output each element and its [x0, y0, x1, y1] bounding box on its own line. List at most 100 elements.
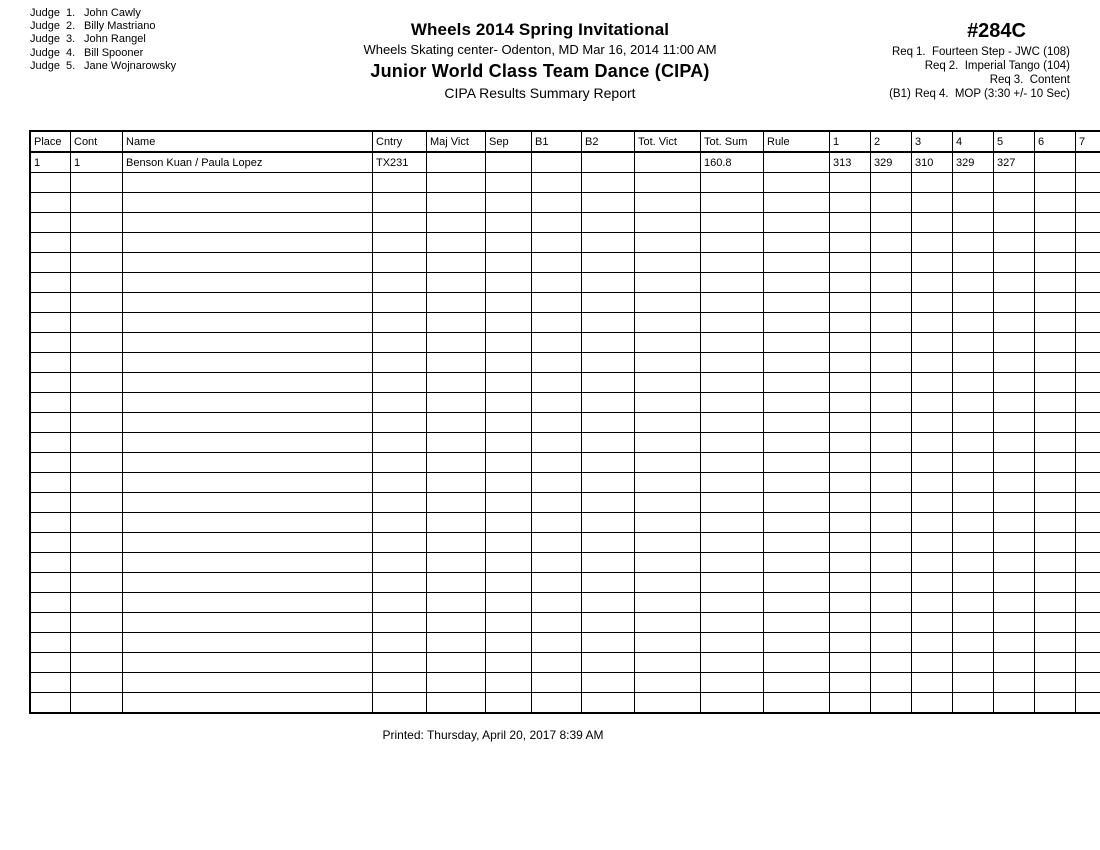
cell-cntry	[372, 252, 427, 273]
cell-sep	[485, 532, 532, 553]
column-header-j4[interactable]: 4	[952, 130, 994, 153]
cell-totv	[634, 412, 701, 433]
cell-j1	[829, 672, 871, 693]
table-row-empty[interactable]	[29, 272, 1100, 293]
cell-j2	[870, 352, 912, 373]
cell-j3	[911, 652, 953, 673]
cell-sep	[485, 412, 532, 433]
cell-rule	[763, 632, 830, 653]
cell-cont	[70, 652, 123, 673]
table-row-empty[interactable]	[29, 632, 1100, 653]
cell-j6	[1034, 472, 1076, 493]
cell-majv	[426, 392, 486, 413]
table-row-empty[interactable]	[29, 192, 1100, 213]
table-row-empty[interactable]	[29, 612, 1100, 633]
table-row-empty[interactable]	[29, 532, 1100, 553]
column-header-j3[interactable]: 3	[911, 130, 953, 153]
cell-rule	[763, 292, 830, 313]
cell-totv	[634, 151, 701, 173]
table-row-empty[interactable]	[29, 692, 1100, 714]
cell-b1	[531, 412, 582, 433]
table-body: 1 1 Benson Kuan / Paula Lopez TX231 160.8 313…	[29, 151, 1100, 714]
table-row-empty[interactable]	[29, 452, 1100, 473]
column-header-b1[interactable]: B1	[531, 130, 582, 153]
column-header-j6[interactable]: 6	[1034, 130, 1076, 153]
cell-b1	[531, 472, 582, 493]
cell-cntry	[372, 292, 427, 313]
cell-j5	[993, 172, 1035, 193]
table-row-empty[interactable]	[29, 512, 1100, 533]
cell-rule	[763, 212, 830, 233]
cell-rule	[763, 572, 830, 593]
cell-majv	[426, 612, 486, 633]
table-row-empty[interactable]	[29, 432, 1100, 453]
column-header-j1[interactable]: 1	[829, 130, 871, 153]
cell-sep	[485, 312, 532, 333]
cell-j6	[1034, 272, 1076, 293]
cell-tots	[700, 632, 764, 653]
cell-j1	[829, 292, 871, 313]
table-row-empty[interactable]	[29, 552, 1100, 573]
column-header-majv[interactable]: Maj Vict	[426, 130, 486, 153]
column-header-tots[interactable]: Tot. Sum	[700, 130, 764, 153]
cell-name	[122, 532, 373, 553]
column-header-sep[interactable]: Sep	[485, 130, 532, 153]
cell-place	[29, 172, 71, 193]
cell-rule	[763, 472, 830, 493]
cell-majv	[426, 212, 486, 233]
cell-j2	[870, 592, 912, 613]
cell-b1	[531, 212, 582, 233]
cell-place	[29, 552, 71, 573]
column-header-cntry[interactable]: Cntry	[372, 130, 427, 153]
table-row-empty[interactable]	[29, 572, 1100, 593]
cell-j4	[952, 532, 994, 553]
table-row-empty[interactable]	[29, 312, 1100, 333]
cell-j4	[952, 412, 994, 433]
table-row-empty[interactable]	[29, 652, 1100, 673]
table-row-empty[interactable]	[29, 472, 1100, 493]
column-header-j5[interactable]: 5	[993, 130, 1035, 153]
table-row-empty[interactable]	[29, 212, 1100, 233]
table-row-empty[interactable]	[29, 392, 1100, 413]
column-header-totv[interactable]: Tot. Vict	[634, 130, 701, 153]
cell-cntry	[372, 612, 427, 633]
table-row-empty[interactable]	[29, 292, 1100, 313]
cell-majv	[426, 552, 486, 573]
requirement-label: Req	[914, 88, 936, 100]
column-header-name[interactable]: Name	[122, 130, 373, 153]
cell-sep	[485, 372, 532, 393]
cell-tots	[700, 312, 764, 333]
cell-totv	[634, 672, 701, 693]
table-row-empty[interactable]	[29, 172, 1100, 193]
table-row-empty[interactable]	[29, 352, 1100, 373]
column-header-place[interactable]: Place	[29, 130, 71, 153]
table-row-empty[interactable]	[29, 492, 1100, 513]
table-row-empty[interactable]	[29, 412, 1100, 433]
cell-tots	[700, 452, 764, 473]
column-header-cont[interactable]: Cont	[70, 130, 123, 153]
table-row-empty[interactable]	[29, 592, 1100, 613]
event-number: #284C	[967, 20, 1026, 42]
table-row-empty[interactable]	[29, 672, 1100, 693]
cell-j4	[952, 252, 994, 273]
table-row-empty[interactable]	[29, 332, 1100, 353]
cell-tots	[700, 652, 764, 673]
column-header-b2[interactable]: B2	[581, 130, 635, 153]
column-header-j2[interactable]: 2	[870, 130, 912, 153]
cell-b2	[581, 372, 635, 393]
cell-j1	[829, 612, 871, 633]
table-row-empty[interactable]	[29, 252, 1100, 273]
column-header-rule[interactable]: Rule	[763, 130, 830, 153]
judge-name: John Cawly	[84, 7, 141, 19]
cell-majv	[426, 372, 486, 393]
cell-j2	[870, 312, 912, 333]
table-row[interactable]: 1 1 Benson Kuan / Paula Lopez TX231 160.8 313…	[29, 151, 1100, 173]
table-row-empty[interactable]	[29, 372, 1100, 393]
cell-name	[122, 452, 373, 473]
column-header-j7[interactable]: 7	[1075, 130, 1100, 153]
cell-name	[122, 372, 373, 393]
judge-name: Billy Mastriano	[84, 20, 156, 33]
cell-cont	[70, 452, 123, 473]
cell-name	[122, 692, 373, 714]
table-row-empty[interactable]	[29, 232, 1100, 253]
